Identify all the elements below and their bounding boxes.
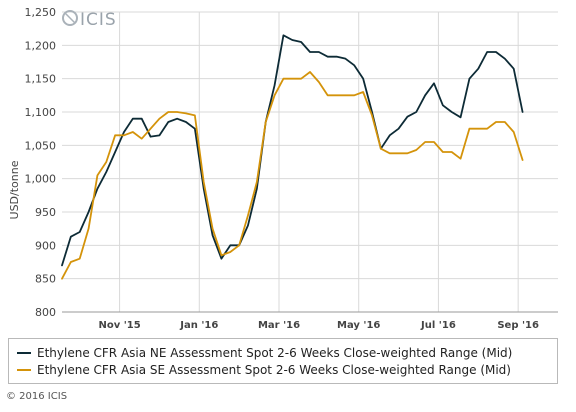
x-tick-label: Nov '15 [98, 320, 140, 331]
series-line-se [61, 71, 524, 280]
icis-logo: ICIS [62, 10, 117, 30]
x-tick-label: Jul '16 [420, 320, 456, 331]
y-tick-label: 1,100 [25, 106, 57, 119]
legend-item-ne[interactable]: Ethylene CFR Asia NE Assessment Spot 2-6… [17, 344, 549, 361]
y-tick-label: 1,000 [25, 173, 57, 186]
x-tick-label: May '16 [337, 320, 380, 331]
legend-swatch-ne [17, 351, 31, 354]
x-tick-label: Mar '16 [258, 320, 300, 331]
gridlines [62, 11, 558, 313]
logo-mark-icon [62, 10, 78, 26]
y-tick-label: 1,200 [25, 39, 57, 52]
logo-text: ICIS [80, 10, 117, 30]
y-tick-label: 800 [35, 306, 56, 319]
y-tick-label: 950 [35, 206, 56, 219]
series-lines [61, 34, 524, 280]
y-tick-label: 850 [35, 273, 56, 286]
legend-label-se: Ethylene CFR Asia SE Assessment Spot 2-6… [37, 362, 511, 377]
copyright-text: © 2016 ICIS [6, 391, 68, 402]
x-axis-ticks: Nov '15 Jan '16 Mar '16 May '16 Jul '16 Sep '… [98, 320, 539, 331]
series-line-ne [61, 34, 524, 267]
legend: Ethylene CFR Asia NE Assessment Spot 2-6… [8, 338, 558, 384]
x-tick-label: Jan '16 [179, 320, 218, 331]
x-tick-label: Sep '16 [497, 320, 539, 331]
legend-item-se[interactable]: Ethylene CFR Asia SE Assessment Spot 2-6… [17, 361, 549, 378]
chart: ICIS 800 850 900 950 1,000 1,050 1,100 1,150 1,2… [8, 6, 558, 331]
legend-swatch-se [17, 368, 31, 371]
y-tick-label: 900 [35, 239, 56, 252]
y-tick-label: 1,250 [25, 6, 57, 19]
y-tick-label: 1,050 [25, 139, 57, 152]
y-tick-label: 1,150 [25, 73, 57, 86]
y-axis-ticks: 800 850 900 950 1,000 1,050 1,100 1,150 1,200 1,2… [25, 6, 57, 319]
y-axis-label: USD/tonne [8, 160, 21, 219]
legend-label-ne: Ethylene CFR Asia NE Assessment Spot 2-6… [37, 345, 513, 360]
